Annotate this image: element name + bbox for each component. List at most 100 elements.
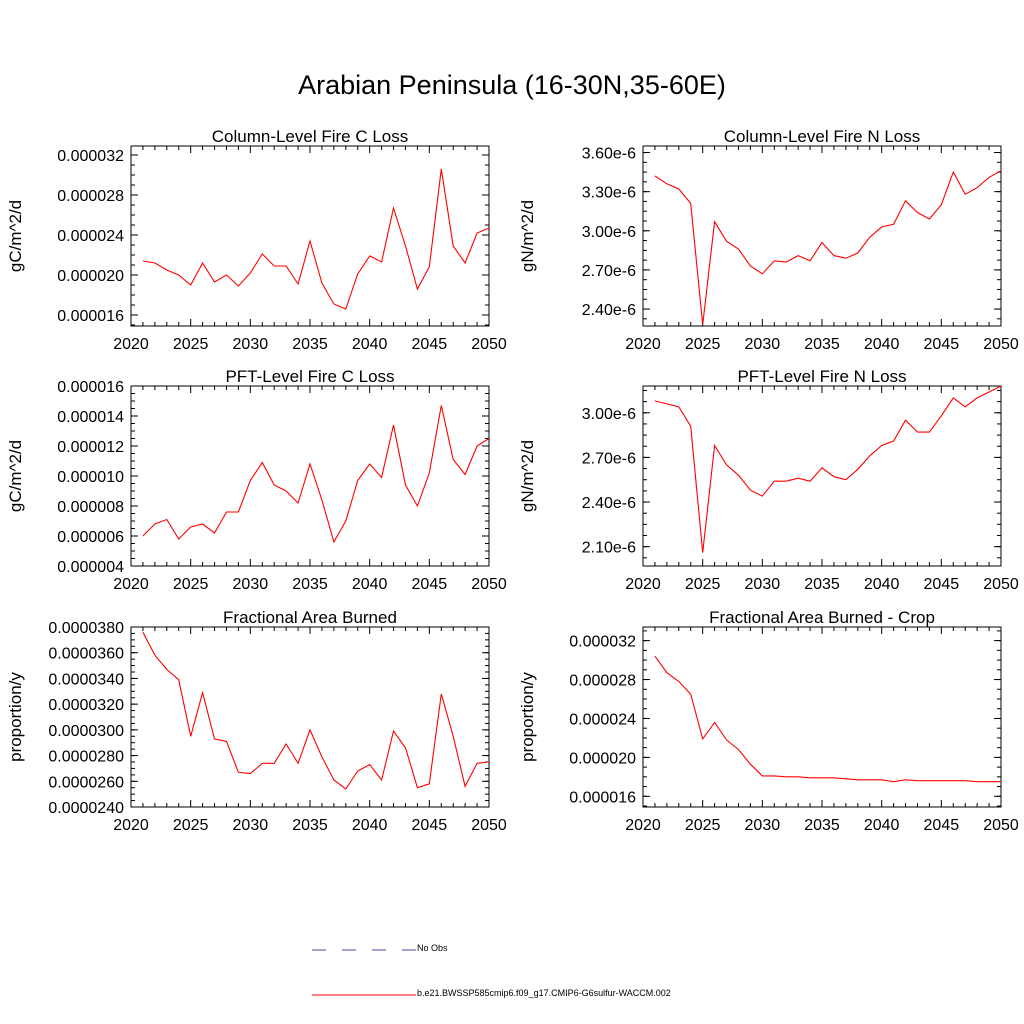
y-tick-label: 0.000032 — [569, 634, 636, 651]
x-tick-label: 2035 — [804, 817, 840, 834]
y-tick-label: 0.000028 — [569, 673, 636, 690]
x-tick-label: 2020 — [625, 576, 661, 593]
legend-item-model-run: b.e21.BWSSP585cmip6.f09_g17.CMIP6-G6sulf… — [312, 987, 1012, 1003]
y-tick-label: 0.000004 — [57, 559, 124, 576]
y-tick-label: 0.000006 — [57, 529, 124, 546]
x-tick-label: 2050 — [983, 817, 1019, 834]
y-tick-label: 2.10e-6 — [582, 540, 636, 557]
panel-title: Fractional Area Burned — [223, 608, 397, 627]
series-line — [654, 170, 1002, 325]
x-tick-label: 2020 — [113, 576, 149, 593]
x-tick-label: 2040 — [352, 336, 388, 353]
y-axis-label: proportion/y — [518, 672, 537, 762]
legend-solid-line-icon — [312, 994, 416, 996]
y-axis-label: proportion/y — [6, 672, 25, 762]
y-tick-label: 3.60e-6 — [582, 146, 636, 163]
chart-panel-3: PFT-Level Fire C Loss gC/m^2/d 2020 2025 203… — [6, 367, 507, 593]
y-tick-label: 0.000024 — [569, 711, 636, 728]
y-tick-label: 3.30e-6 — [582, 185, 636, 202]
y-tick-label: 2.40e-6 — [582, 495, 636, 512]
x-tick-label: 2045 — [924, 817, 960, 834]
x-tick-label: 2035 — [292, 576, 328, 593]
x-tick-label: 2050 — [471, 576, 507, 593]
y-tick-label: 0.000028 — [57, 188, 124, 205]
plot-frame — [642, 145, 1002, 327]
y-tick-label: 0.000008 — [57, 499, 124, 516]
x-tick-label: 2020 — [625, 817, 661, 834]
y-tick-label: 0.0000240 — [48, 800, 124, 817]
x-tick-label: 2050 — [983, 576, 1019, 593]
y-axis-label: gN/m^2/d — [518, 200, 537, 272]
figure-title: Arabian Peninsula (16-30N,35-60E) — [298, 70, 726, 100]
plot-frame — [130, 385, 490, 567]
plot-frame — [130, 145, 490, 327]
x-tick-label: 2030 — [745, 336, 781, 353]
legend-label-no-obs: No Obs — [417, 943, 448, 953]
x-tick-label: 2045 — [412, 817, 448, 834]
panel-title: Column-Level Fire C Loss — [212, 127, 409, 146]
y-tick-label: 0.000010 — [57, 469, 124, 486]
chart-panel-6: Fractional Area Burned - Crop proportion/… — [518, 608, 1019, 834]
y-tick-label: 0.000012 — [57, 439, 124, 456]
y-axis-label: gC/m^2/d — [6, 440, 25, 512]
x-tick-label: 2030 — [745, 576, 781, 593]
x-tick-label: 2050 — [471, 817, 507, 834]
x-tick-label: 2035 — [292, 336, 328, 353]
y-tick-label: 0.0000280 — [48, 749, 124, 766]
chart-panel-5: Fractional Area Burned proportion/y 2020 20… — [6, 608, 507, 834]
x-tick-label: 2045 — [924, 336, 960, 353]
y-tick-label: 0.000014 — [57, 409, 124, 426]
x-tick-label: 2040 — [864, 336, 900, 353]
x-tick-label: 2040 — [352, 817, 388, 834]
y-tick-label: 0.000016 — [57, 379, 124, 396]
x-tick-label: 2030 — [233, 817, 269, 834]
x-tick-label: 2030 — [233, 576, 269, 593]
x-tick-label: 2040 — [864, 817, 900, 834]
x-tick-label: 2025 — [173, 576, 209, 593]
x-tick-label: 2035 — [804, 576, 840, 593]
y-tick-label: 0.000020 — [57, 268, 124, 285]
y-tick-label: 0.0000340 — [48, 671, 124, 688]
plot-frame — [642, 385, 1002, 567]
y-axis-label: gC/m^2/d — [6, 200, 25, 272]
y-tick-label: 2.70e-6 — [582, 450, 636, 467]
x-tick-label: 2025 — [173, 336, 209, 353]
panel-title: Column-Level Fire N Loss — [724, 127, 921, 146]
x-tick-label: 2030 — [745, 817, 781, 834]
y-tick-label: 0.0000300 — [48, 723, 124, 740]
x-tick-label: 2040 — [352, 576, 388, 593]
y-tick-label: 0.000032 — [57, 148, 124, 165]
y-tick-label: 0.0000360 — [48, 646, 124, 663]
y-tick-label: 0.000020 — [569, 750, 636, 767]
panel-title: PFT-Level Fire C Loss — [225, 367, 394, 386]
chart-panel-1: Column-Level Fire C Loss gC/m^2/d 2020 2025… — [6, 127, 507, 353]
x-tick-label: 2025 — [173, 817, 209, 834]
chart-panel-2: Column-Level Fire N Loss gN/m^2/d 2020 2025… — [518, 127, 1019, 353]
x-tick-label: 2045 — [924, 576, 960, 593]
y-tick-label: 0.0000260 — [48, 774, 124, 791]
plot-frame — [130, 626, 490, 808]
series-line — [654, 655, 1001, 783]
series-line — [142, 405, 490, 544]
x-tick-label: 2025 — [685, 817, 721, 834]
y-tick-label: 2.70e-6 — [582, 263, 636, 280]
x-tick-label: 2025 — [685, 336, 721, 353]
panel-title: PFT-Level Fire N Loss — [737, 367, 906, 386]
series-line — [142, 631, 490, 790]
x-tick-label: 2035 — [804, 336, 840, 353]
x-tick-label: 2050 — [471, 336, 507, 353]
series-line — [654, 385, 1002, 553]
chart-panel-4: PFT-Level Fire N Loss gN/m^2/d 2020 2025 203… — [518, 367, 1019, 593]
x-tick-label: 2045 — [412, 576, 448, 593]
x-tick-label: 2040 — [864, 576, 900, 593]
x-tick-label: 2020 — [113, 817, 149, 834]
panel-title: Fractional Area Burned - Crop — [709, 608, 935, 627]
y-tick-label: 0.000024 — [57, 228, 124, 245]
y-tick-label: 0.000016 — [57, 308, 124, 325]
series-line — [142, 168, 490, 310]
y-tick-label: 0.0000320 — [48, 697, 124, 714]
x-tick-label: 2030 — [233, 336, 269, 353]
legend-label-model-run: b.e21.BWSSP585cmip6.f09_g17.CMIP6-G6sulf… — [417, 988, 671, 998]
y-tick-label: 0.000016 — [569, 789, 636, 806]
